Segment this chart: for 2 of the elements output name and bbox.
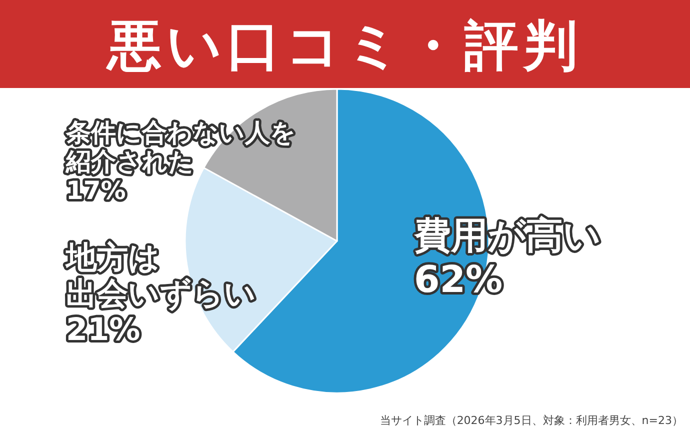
text: 当サイト調査（2026年3月5日、対象：利用者男女、n=23）: [380, 414, 683, 427]
chart-title: 悪い口コミ・評判: [106, 14, 582, 77]
